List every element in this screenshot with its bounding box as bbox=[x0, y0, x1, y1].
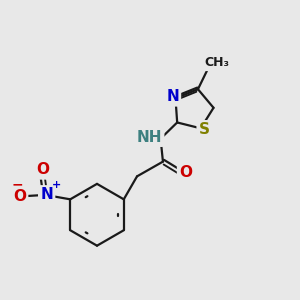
Text: CH₃: CH₃ bbox=[204, 56, 229, 69]
Text: N: N bbox=[40, 188, 53, 202]
Text: O: O bbox=[179, 165, 192, 180]
Text: N: N bbox=[166, 89, 179, 104]
Text: S: S bbox=[199, 122, 210, 137]
Text: −: − bbox=[11, 177, 23, 191]
Text: NH: NH bbox=[136, 130, 162, 145]
Text: O: O bbox=[13, 189, 26, 204]
Text: +: + bbox=[52, 180, 62, 190]
Text: O: O bbox=[36, 162, 49, 177]
